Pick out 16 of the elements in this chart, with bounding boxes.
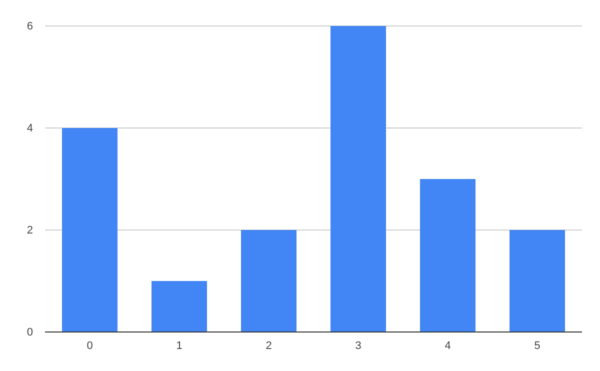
y-tick-label: 2 bbox=[26, 224, 33, 237]
bar bbox=[420, 179, 476, 332]
bar bbox=[510, 230, 565, 332]
bar bbox=[241, 230, 296, 332]
x-tick-label: 4 bbox=[444, 340, 451, 352]
x-tick-label: 3 bbox=[355, 340, 362, 352]
bar bbox=[152, 281, 207, 332]
x-tick-label: 0 bbox=[86, 340, 93, 352]
bar bbox=[330, 26, 386, 332]
y-tick-label: 4 bbox=[26, 122, 33, 135]
x-tick-label: 1 bbox=[176, 340, 182, 352]
x-tick-label: 5 bbox=[534, 340, 540, 352]
y-tick-label: 0 bbox=[26, 326, 33, 339]
bar bbox=[62, 128, 118, 332]
y-tick-label: 6 bbox=[26, 20, 33, 33]
x-tick-label: 2 bbox=[266, 340, 272, 352]
